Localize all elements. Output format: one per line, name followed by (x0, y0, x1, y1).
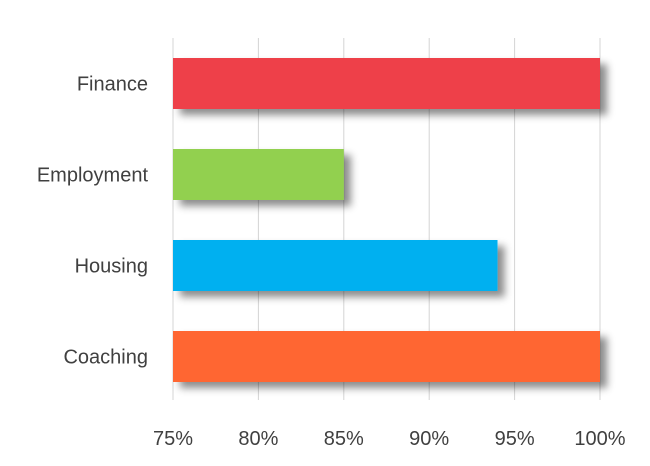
x-tick-label: 75% (153, 428, 193, 450)
category-labels: Finance Employment Housing Coaching (37, 74, 149, 369)
bar-housing (173, 240, 498, 291)
category-label-finance: Finance (77, 74, 148, 96)
bar-employment (173, 149, 344, 200)
x-tick-label: 100% (574, 428, 625, 450)
category-label-housing: Housing (75, 256, 148, 278)
category-label-coaching: Coaching (63, 347, 148, 369)
category-label-employment: Employment (37, 165, 149, 187)
bars (173, 58, 600, 382)
x-tick-label: 95% (495, 428, 535, 450)
x-tick-labels: 75% 80% 85% 90% 95% 100% (153, 428, 626, 450)
bar-coaching (173, 331, 600, 382)
x-tick-label: 80% (238, 428, 278, 450)
x-tick-label: 85% (324, 428, 364, 450)
x-tick-label: 90% (409, 428, 449, 450)
bar-finance (173, 58, 600, 109)
